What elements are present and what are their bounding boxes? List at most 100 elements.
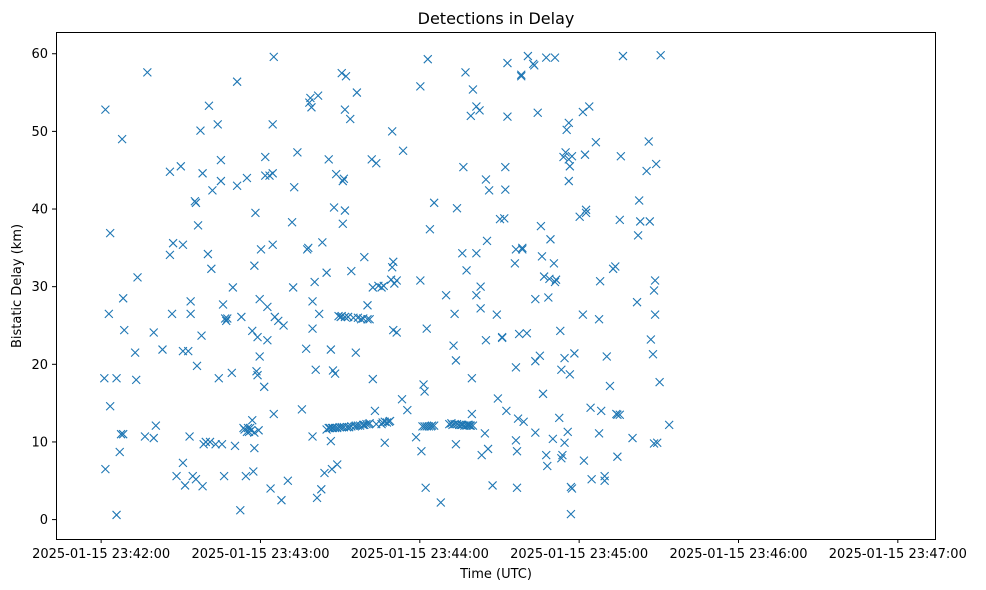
data-point (392, 276, 402, 285)
data-point (488, 481, 497, 490)
data-point (613, 452, 622, 462)
data-point (476, 282, 486, 292)
data-point (649, 439, 659, 448)
data-point (535, 351, 545, 361)
data-point (205, 437, 215, 447)
data-point (523, 51, 533, 61)
data-point (363, 314, 372, 324)
data-point (312, 493, 322, 503)
data-point (656, 50, 666, 60)
data-point (118, 429, 128, 439)
data-point (542, 461, 552, 471)
data-point (436, 498, 446, 507)
data-point (482, 236, 492, 246)
data-point (565, 370, 575, 379)
data-point (511, 436, 521, 445)
data-point (247, 415, 257, 425)
data-point (533, 108, 543, 118)
data-point (337, 68, 347, 78)
data-point (254, 425, 264, 435)
data-point (578, 310, 588, 320)
data-point (451, 439, 461, 449)
data-point (600, 471, 610, 481)
data-point (268, 120, 278, 129)
data-point (541, 450, 551, 460)
data-point (255, 294, 265, 304)
data-point (560, 353, 569, 363)
data-point (387, 262, 397, 272)
x-tick-label: 2025-01-15 23:43:00 (191, 547, 329, 562)
data-point (249, 428, 259, 438)
data-point (340, 206, 350, 215)
data-point (420, 422, 429, 431)
data-point (314, 309, 324, 319)
y-tick-label: 40 (31, 203, 48, 218)
data-point (322, 268, 331, 278)
data-point (543, 293, 553, 302)
y-tick-label: 20 (31, 358, 48, 373)
data-point (415, 81, 425, 91)
data-point (191, 474, 201, 484)
data-point (602, 352, 612, 361)
data-point (562, 125, 572, 135)
data-point (217, 439, 227, 449)
data-point (503, 112, 512, 122)
data-point (546, 234, 555, 244)
data-point (616, 151, 626, 161)
data-point (427, 421, 437, 431)
data-point (591, 137, 601, 147)
data-point (452, 203, 462, 213)
data-point (449, 341, 458, 351)
data-point (216, 155, 226, 165)
data-point (512, 446, 522, 456)
data-point (320, 468, 329, 478)
data-point (362, 419, 371, 429)
data-point (213, 120, 223, 129)
data-point (262, 302, 272, 312)
data-point (368, 283, 378, 292)
data-point (269, 409, 279, 419)
data-point (564, 176, 574, 186)
data-point (218, 300, 228, 309)
data-point (221, 316, 231, 326)
data-point (644, 137, 654, 146)
data-point (468, 85, 478, 94)
data-point (306, 93, 315, 103)
data-point (646, 335, 656, 344)
data-point (600, 476, 610, 486)
data-point (388, 257, 398, 267)
data-point (303, 243, 313, 253)
data-point (365, 314, 375, 324)
data-point (368, 374, 378, 384)
data-point (633, 231, 643, 240)
data-point (117, 134, 127, 144)
data-point (423, 54, 433, 64)
data-point (538, 389, 548, 399)
data-point (260, 171, 270, 181)
data-point (650, 310, 660, 320)
data-point (227, 368, 237, 378)
data-point (324, 154, 334, 164)
data-point (112, 373, 121, 383)
y-tick-label: 30 (31, 280, 48, 295)
data-point (500, 185, 510, 195)
data-point (308, 297, 317, 306)
data-point (172, 471, 181, 481)
data-point (371, 158, 381, 168)
data-point (466, 421, 476, 431)
data-point (536, 221, 546, 231)
data-point (561, 147, 570, 157)
data-point (419, 380, 428, 389)
data-point (316, 484, 326, 494)
x-axis: 2025-01-15 23:42:00 2025-01-15 23:43:00 20… (32, 539, 967, 562)
data-point (513, 414, 523, 424)
data-point (492, 310, 502, 320)
data-point (260, 152, 270, 162)
data-point (512, 483, 522, 493)
data-points (99, 50, 674, 520)
data-point (595, 276, 605, 286)
data-point (575, 212, 585, 222)
data-point (289, 182, 299, 192)
data-point (457, 248, 467, 258)
